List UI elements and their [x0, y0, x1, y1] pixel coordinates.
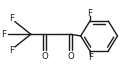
Text: O: O: [41, 52, 48, 61]
Text: O: O: [67, 52, 74, 61]
Text: F: F: [87, 9, 92, 18]
Text: F: F: [89, 54, 94, 62]
Text: F: F: [9, 46, 14, 55]
Text: F: F: [1, 30, 6, 39]
Text: F: F: [9, 14, 14, 23]
